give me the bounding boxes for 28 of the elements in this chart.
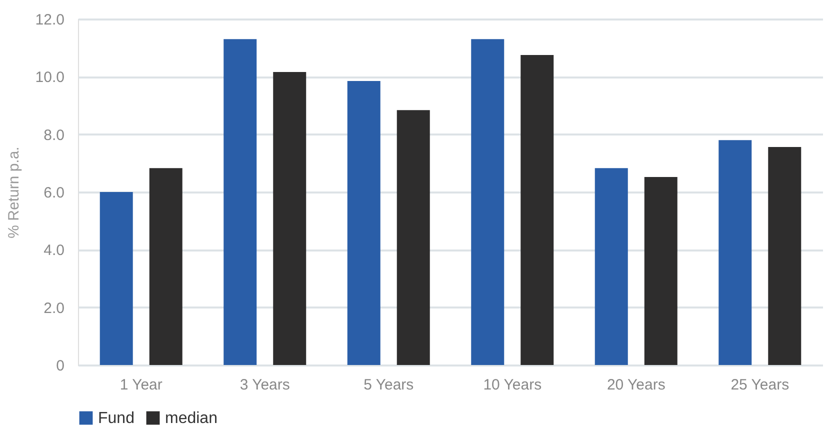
bar	[768, 147, 802, 365]
bar	[273, 72, 306, 365]
x-tick-label: 20 Years	[606, 376, 666, 394]
y-tick-label: 12.0	[35, 12, 64, 28]
y-tick-label: 0	[56, 358, 64, 374]
y-tick-label: 10.0	[35, 69, 64, 86]
x-tick-label: 25 Years	[730, 376, 790, 394]
y-tick-label: 8.0	[44, 126, 64, 144]
bar	[347, 80, 380, 365]
x-tick-label: 3 Years	[240, 376, 290, 394]
x-tick-label: 5 Years	[364, 376, 414, 394]
bar	[594, 168, 628, 365]
y-tick-label: 2.0	[44, 300, 64, 317]
bar	[644, 177, 678, 365]
bar	[471, 39, 504, 365]
bar	[520, 55, 554, 365]
x-tick-label: 10 Years	[483, 376, 542, 394]
bar	[718, 140, 752, 365]
y-tick-label: 6.0	[44, 184, 64, 202]
bar	[396, 110, 430, 365]
legend-label: median	[165, 410, 218, 427]
legend-label: Fund	[98, 410, 134, 427]
bar	[100, 192, 133, 365]
bar	[224, 39, 257, 365]
x-tick-label: 1 Year	[120, 376, 162, 394]
y-tick-label: 4.0	[44, 242, 64, 260]
bar	[149, 168, 182, 365]
y-axis-title: % Return p.a.	[5, 146, 22, 238]
